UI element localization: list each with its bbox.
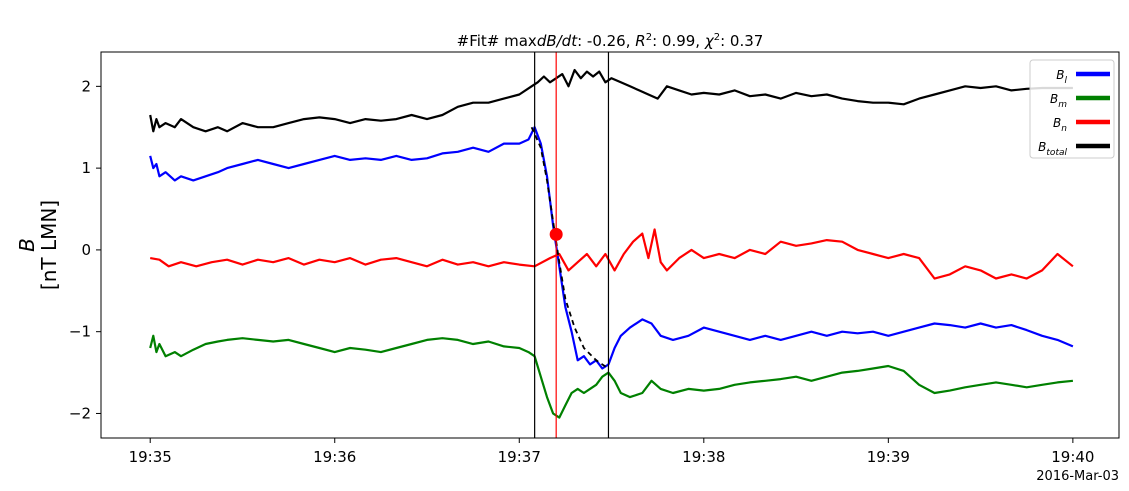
legend-label-n: Bn xyxy=(1053,116,1067,134)
title-chi: χ xyxy=(704,32,715,50)
y-tick-label: −2 xyxy=(69,404,91,422)
series-line-b-n xyxy=(150,228,1074,280)
legend-label-l: Bl xyxy=(1056,68,1067,86)
y-tick-label: 0 xyxy=(81,241,91,259)
title-after-dbdt: : -0.26, xyxy=(577,32,635,50)
series-line-b-total xyxy=(149,68,1073,133)
data-area xyxy=(149,52,1074,438)
title-prefix: #Fit# max xyxy=(457,32,537,50)
y-tick-label: −1 xyxy=(69,323,91,341)
x-tick-label: 19:40 xyxy=(1051,448,1094,466)
x-tick-label: 19:38 xyxy=(682,448,725,466)
x-tick-label: 19:36 xyxy=(313,448,356,466)
y-tick-label: 1 xyxy=(81,159,91,177)
legend: Bl Bm Bn Btotal xyxy=(1029,59,1115,159)
x-tick-label: 19:37 xyxy=(498,448,541,466)
legend-label-m: Bm xyxy=(1050,92,1067,110)
y-axis-label-symbol: B xyxy=(15,238,39,252)
legend-box xyxy=(1029,59,1115,159)
y-axis-label-unit: [nT LMN] xyxy=(37,200,61,290)
date-label: 2016-Mar-03 xyxy=(1036,469,1119,484)
series-line-b-m xyxy=(149,334,1074,419)
title-after-chi: : 0.37 xyxy=(720,32,763,50)
series-line-b-l xyxy=(149,126,1074,370)
fit-point xyxy=(549,227,563,241)
plot-frame xyxy=(100,51,1120,439)
title-r-sup: 2 xyxy=(646,32,652,43)
fit-curve xyxy=(530,126,609,370)
x-tick-label: 19:39 xyxy=(867,448,910,466)
axes: 19:35 19:36 19:37 19:38 19:39 19:40 2 1 0 −1 −2 xyxy=(69,77,1095,466)
x-tick-label: 19:35 xyxy=(129,448,172,466)
chart-title: #Fit# maxdB/dt: -0.26, R2: 0.99, χ2: 0.3… xyxy=(457,32,764,50)
title-chi-sup: 2 xyxy=(714,32,720,43)
legend-label-total: Btotal xyxy=(1038,140,1067,158)
y-tick-label: 2 xyxy=(81,77,91,95)
title-dbdt: dB/dt xyxy=(537,32,578,50)
title-r: R xyxy=(635,32,645,50)
title-after-r: : 0.99, xyxy=(652,32,705,50)
